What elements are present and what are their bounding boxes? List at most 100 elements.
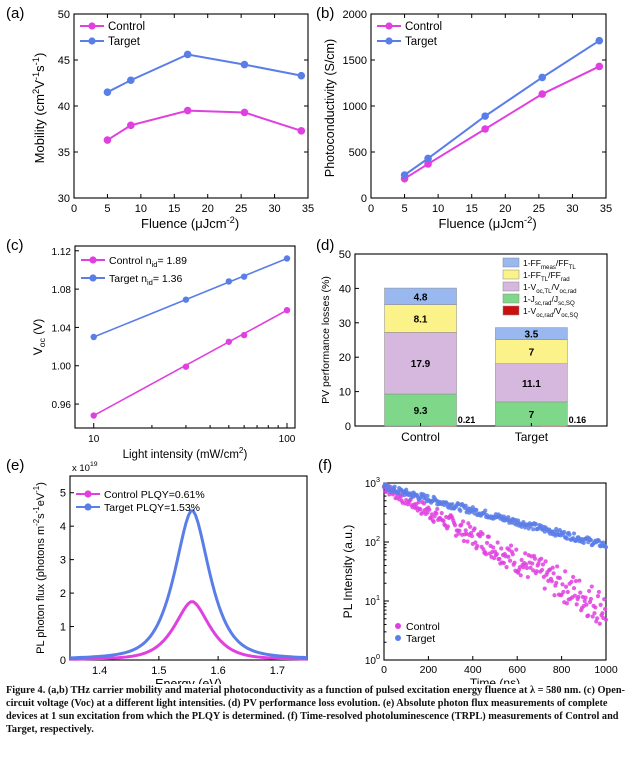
series-line-control	[404, 65, 600, 180]
x-tick-label: 10	[135, 203, 147, 215]
data-point	[445, 524, 451, 529]
data-point	[595, 36, 604, 45]
legend-label: Target	[108, 36, 141, 48]
x-tick-label: 35	[600, 203, 612, 215]
data-point	[507, 558, 513, 563]
y-tick-label: 0	[361, 193, 367, 205]
y-axis-title-part: 2	[31, 89, 41, 94]
data-point	[127, 121, 135, 130]
legend-label-part: sc,SQ	[558, 300, 575, 307]
data-point	[569, 579, 574, 585]
legend-label-part: meas	[541, 264, 556, 271]
legend-control-legend-marker	[84, 490, 92, 498]
y-tick-label: 1.00	[52, 362, 72, 373]
data-point	[539, 556, 544, 561]
data-point	[461, 538, 467, 544]
legend-label-part: oc,rad	[536, 312, 553, 319]
y-tick-label: 30	[58, 193, 70, 205]
y-tick-label-part: 10	[365, 597, 377, 608]
data-point	[481, 547, 486, 552]
data-point	[469, 534, 475, 539]
data-point	[103, 88, 112, 96]
bar-segment	[384, 393, 457, 427]
y-tick-label-part: 10	[365, 538, 377, 549]
legend-label-part: /V	[553, 306, 561, 316]
panel-label: (d)	[316, 237, 334, 254]
data-point	[508, 543, 514, 548]
legend-label-part: oc,rad	[560, 288, 577, 295]
data-point	[603, 606, 608, 612]
data-point	[563, 584, 569, 589]
y-tick-label: 4	[60, 521, 66, 533]
data-point	[582, 598, 587, 604]
bar-segment	[495, 327, 568, 340]
data-point	[542, 586, 547, 591]
x-axis-title-part: )	[235, 216, 239, 231]
x-tick-label: 15	[168, 203, 180, 215]
panel-label: (b)	[316, 5, 334, 22]
data-point	[571, 531, 577, 536]
data-point	[283, 306, 291, 314]
data-point	[572, 593, 578, 598]
data-point	[495, 540, 500, 545]
data-point	[592, 611, 597, 616]
data-point	[460, 519, 466, 524]
data-point	[554, 580, 559, 586]
legend-label-part: /FF	[556, 258, 569, 268]
data-point	[506, 554, 511, 559]
x-axis-title: Fluence (μJcm-2)	[439, 215, 537, 231]
x-tick-label: 25	[235, 203, 247, 215]
data-point	[225, 338, 233, 345]
chart-e-frame	[69, 475, 308, 661]
data-point	[450, 502, 455, 507]
figure-caption: Figure 4. (a,b) THz carrier mobility and…	[6, 685, 625, 735]
y-tick-label: 5	[60, 488, 66, 500]
legend-label: 1-Jsc,rad/Jsc,SQ	[523, 294, 575, 307]
data-point	[416, 500, 421, 505]
legend-label: Target PLQY=1.53%	[104, 502, 200, 514]
x-tick-label: 20	[499, 203, 511, 215]
y-tick-label: 1000	[343, 101, 367, 113]
bar-value-label: 0.21	[458, 415, 476, 425]
x-axis-title: Fluence (μJcm-2)	[141, 215, 239, 231]
x-axis-title-part: μJcm	[493, 216, 524, 231]
y-tick-label: 1	[60, 622, 66, 634]
series-line-control	[106, 109, 302, 141]
y-tick-label: 0	[60, 655, 66, 667]
x-axis-title-part: μJcm	[195, 216, 226, 231]
data-point	[481, 125, 489, 133]
legend-label: 1-Voc,rad/Voc,SQ	[523, 306, 578, 319]
y-axis-title-part: -1	[31, 57, 41, 65]
x-axis-title: Energy (eV)	[155, 677, 222, 684]
data-point	[588, 537, 594, 543]
data-point	[392, 484, 397, 489]
y-axis-title-part: )	[35, 482, 47, 486]
data-point	[564, 536, 570, 541]
data-point	[597, 621, 602, 626]
data-point	[596, 589, 601, 595]
data-point	[557, 575, 562, 581]
data-point	[561, 589, 566, 595]
x-tick-label: 600	[508, 664, 526, 676]
panel-label: (c)	[6, 237, 24, 254]
y-tick-label: 103	[365, 475, 380, 490]
x-category-label: Control	[401, 430, 440, 444]
y-axis-title: Photoconductivity (S/cm)	[323, 39, 337, 177]
legend-marker	[395, 635, 401, 641]
y-axis-title-part: eV	[35, 492, 47, 506]
data-point	[595, 62, 604, 71]
data-point	[459, 522, 464, 528]
data-point	[499, 546, 504, 551]
data-point	[564, 601, 570, 606]
data-point	[510, 552, 515, 557]
axis-exponent-part: x 10	[72, 463, 90, 474]
data-point	[560, 582, 565, 587]
bar-value-label: 0.16	[569, 415, 587, 425]
chart-d-frame	[354, 253, 608, 427]
data-point	[402, 493, 407, 498]
y-axis-title-part: PL photon flux (photons m	[35, 526, 47, 654]
bar-value-label: 11.1	[522, 379, 541, 390]
data-point	[531, 568, 536, 573]
data-point	[549, 579, 554, 584]
y-axis-title-part: (V)	[31, 319, 45, 338]
